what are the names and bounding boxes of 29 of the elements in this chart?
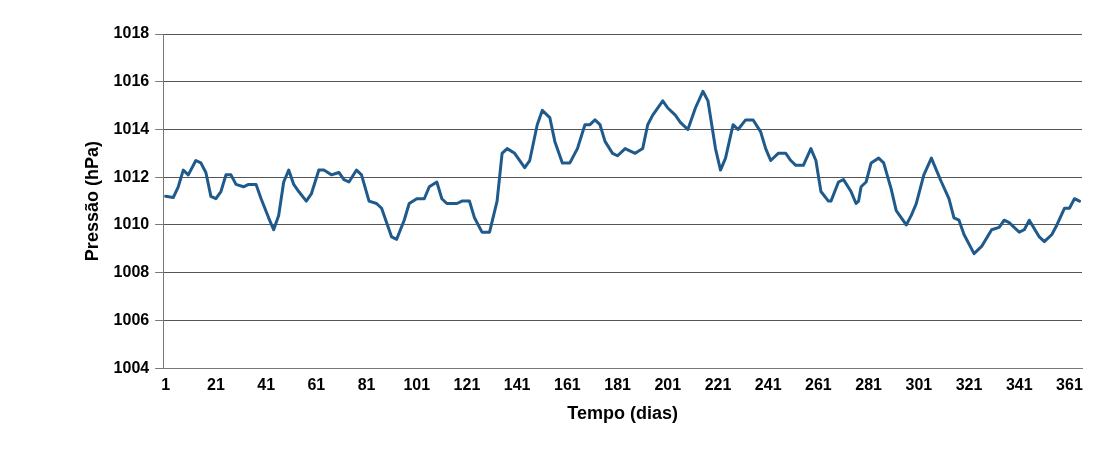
x-tick-label: 21 (207, 376, 225, 394)
y-tick-label: 1012 (113, 167, 150, 185)
x-tick-label: 361 (1056, 376, 1083, 394)
y-tick-label: 1004 (113, 358, 150, 376)
x-tick-label: 241 (754, 376, 782, 394)
x-tick-label: 121 (453, 376, 481, 394)
y-tick-label: 1016 (113, 72, 150, 90)
x-tick-label: 341 (1005, 376, 1033, 394)
x-axis-title: Tempo (dias) (567, 403, 678, 424)
x-tick-label: 181 (604, 376, 632, 394)
y-tick-label: 1010 (113, 215, 150, 233)
x-tick-label: 221 (704, 376, 732, 394)
x-tick-label: 201 (654, 376, 682, 394)
x-tick-label: 141 (503, 376, 531, 394)
x-tick-label: 161 (554, 376, 581, 394)
x-tick-label: 41 (257, 376, 276, 394)
x-tick-label: 321 (955, 376, 983, 394)
y-tick-label: 1018 (113, 24, 150, 42)
x-tick-label: 281 (855, 376, 883, 394)
x-tick-label: 301 (905, 376, 933, 394)
x-tick-label: 81 (357, 376, 376, 394)
x-tick-label: 61 (307, 376, 326, 394)
y-axis-title: Pressão (hPa) (81, 141, 102, 262)
y-tick-label: 1014 (113, 119, 150, 137)
y-tick-label: 1006 (113, 310, 150, 328)
y-tick-label: 1008 (113, 263, 150, 281)
x-tick-label: 261 (805, 376, 832, 394)
x-tick-label: 101 (403, 376, 431, 394)
x-tick-label: 1 (161, 376, 171, 394)
